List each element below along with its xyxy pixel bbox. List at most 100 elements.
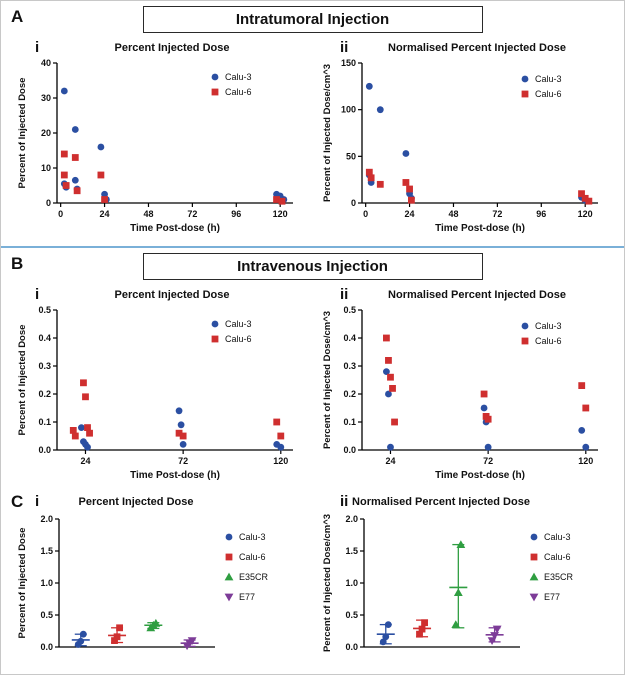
scatter-chart-b-ii: 24 72 120 0.0 0.1 0.2 0.3 0.4 0.5 Time Post-dose … bbox=[322, 305, 598, 481]
panel-c: C i Percent Injected Dose 0.0 0.5 1.0 1.5 2.… bbox=[1, 492, 624, 661]
svg-text:24: 24 bbox=[100, 209, 110, 219]
svg-text:30: 30 bbox=[41, 93, 51, 103]
sublabel-b-i: i bbox=[35, 286, 40, 303]
chart-title-a-ii: Normalised Percent Injected Dose bbox=[388, 42, 566, 54]
svg-text:Calu-3: Calu-3 bbox=[225, 72, 252, 82]
panel-c-label: C bbox=[11, 492, 24, 511]
svg-text:0.5: 0.5 bbox=[38, 305, 51, 315]
svg-text:2.0: 2.0 bbox=[40, 514, 53, 524]
svg-text:0.0: 0.0 bbox=[40, 642, 53, 652]
svg-text:Time Post-dose (h): Time Post-dose (h) bbox=[435, 223, 525, 234]
svg-text:0.3: 0.3 bbox=[38, 361, 51, 371]
svg-text:Percent of Injected Dose/cm^3: Percent of Injected Dose/cm^3 bbox=[322, 64, 333, 202]
svg-text:Time Post-dose (h): Time Post-dose (h) bbox=[130, 470, 220, 481]
svg-text:0: 0 bbox=[58, 209, 63, 219]
svg-text:50: 50 bbox=[346, 151, 356, 161]
svg-text:1.5: 1.5 bbox=[345, 546, 358, 556]
svg-text:E35CR: E35CR bbox=[239, 572, 269, 582]
svg-text:24: 24 bbox=[405, 209, 415, 219]
svg-text:0.5: 0.5 bbox=[345, 610, 358, 620]
panel-b-label: B bbox=[11, 254, 24, 273]
svg-text:20: 20 bbox=[41, 128, 51, 138]
svg-text:0.0: 0.0 bbox=[343, 445, 356, 455]
svg-text:0: 0 bbox=[363, 209, 368, 219]
svg-text:Percent of Injected Dose: Percent of Injected Dose bbox=[17, 325, 28, 436]
chart-title-b-i: Percent Injected Dose bbox=[114, 289, 230, 301]
svg-text:Calu-3: Calu-3 bbox=[544, 532, 571, 542]
svg-text:72: 72 bbox=[483, 456, 493, 466]
svg-text:1.0: 1.0 bbox=[40, 578, 53, 588]
svg-text:120: 120 bbox=[578, 456, 593, 466]
panel-a-header: A Intratumoral Injection bbox=[1, 6, 624, 38]
panel-a-title-box: Intratumoral Injection bbox=[142, 6, 483, 33]
chart-block-c-ii: ii Normalised Percent Injected Dose 0.0 0… bbox=[314, 493, 616, 661]
svg-text:Calu-6: Calu-6 bbox=[239, 552, 266, 562]
svg-text:0.2: 0.2 bbox=[343, 389, 356, 399]
svg-text:Calu-3: Calu-3 bbox=[535, 74, 562, 84]
svg-text:E77: E77 bbox=[239, 592, 255, 602]
chart-title-b-ii: Normalised Percent Injected Dose bbox=[388, 289, 566, 301]
svg-text:120: 120 bbox=[273, 209, 288, 219]
svg-text:E77: E77 bbox=[544, 592, 560, 602]
panel-b-title-box: Intravenous Injection bbox=[142, 253, 483, 280]
svg-text:72: 72 bbox=[492, 209, 502, 219]
scatter-chart-c-i: 0.0 0.5 1.0 1.5 2.0 Percent of Injected Dose C… bbox=[17, 514, 269, 652]
svg-text:Calu-3: Calu-3 bbox=[225, 319, 252, 329]
svg-text:0.4: 0.4 bbox=[38, 333, 51, 343]
svg-text:0.0: 0.0 bbox=[345, 642, 358, 652]
svg-text:0.5: 0.5 bbox=[40, 610, 53, 620]
scatter-chart-b-i: 24 72 120 0.0 0.1 0.2 0.3 0.4 0.5 Time Post-dose … bbox=[17, 305, 293, 481]
svg-text:0.4: 0.4 bbox=[343, 333, 356, 343]
svg-text:0.1: 0.1 bbox=[343, 417, 356, 427]
panel-b-header: B Intravenous Injection bbox=[1, 253, 624, 285]
svg-text:100: 100 bbox=[341, 105, 356, 115]
svg-text:0.2: 0.2 bbox=[38, 389, 51, 399]
sublabel-c-ii: ii bbox=[340, 493, 349, 510]
svg-text:0.0: 0.0 bbox=[38, 445, 51, 455]
svg-text:Time Post-dose (h): Time Post-dose (h) bbox=[130, 223, 220, 234]
panel-separator-line bbox=[1, 246, 624, 248]
svg-text:Calu-6: Calu-6 bbox=[225, 334, 252, 344]
svg-text:48: 48 bbox=[448, 209, 458, 219]
sublabel-a-ii: ii bbox=[340, 39, 349, 56]
svg-text:120: 120 bbox=[578, 209, 593, 219]
svg-text:48: 48 bbox=[143, 209, 153, 219]
chart-block-a-i: i Percent Injected Dose 0 24 48 72 96 120 0 10 2… bbox=[9, 39, 311, 239]
svg-text:Calu-6: Calu-6 bbox=[225, 87, 252, 97]
svg-text:0.1: 0.1 bbox=[38, 417, 51, 427]
svg-text:24: 24 bbox=[385, 456, 395, 466]
svg-text:24: 24 bbox=[80, 456, 90, 466]
sublabel-a-i: i bbox=[35, 39, 40, 56]
svg-text:0: 0 bbox=[351, 198, 356, 208]
chart-block-b-ii: ii Normalised Percent Injected Dose 24 72… bbox=[314, 286, 616, 486]
panel-c-charts-row: C i Percent Injected Dose 0.0 0.5 1.0 1.5 2.… bbox=[1, 492, 624, 661]
svg-text:Percent of Injected Dose/cm^3: Percent of Injected Dose/cm^3 bbox=[322, 514, 333, 652]
svg-text:Calu-6: Calu-6 bbox=[535, 89, 562, 99]
scatter-chart-a-i: 0 24 48 72 96 120 0 10 20 30 40 Time Post-dose (h) P… bbox=[17, 58, 293, 234]
svg-text:96: 96 bbox=[231, 209, 241, 219]
svg-text:0.3: 0.3 bbox=[343, 361, 356, 371]
svg-text:Calu-6: Calu-6 bbox=[544, 552, 571, 562]
panel-a-label: A bbox=[11, 7, 24, 26]
svg-text:2.0: 2.0 bbox=[345, 514, 358, 524]
svg-text:Percent of Injected Dose/cm^3: Percent of Injected Dose/cm^3 bbox=[322, 311, 333, 449]
chart-block-b-i: i Percent Injected Dose 24 72 120 0.0 0.1 0.2… bbox=[9, 286, 311, 486]
scatter-chart-a-ii: 0 24 48 72 96 120 0 50 100 150 Time Post-dose (h) P… bbox=[322, 58, 598, 234]
scatter-chart-c-ii: 0.0 0.5 1.0 1.5 2.0 Percent of Injected Dose/… bbox=[322, 514, 574, 652]
chart-title-c-i: Percent Injected Dose bbox=[78, 496, 194, 508]
panel-b-charts-row: i Percent Injected Dose 24 72 120 0.0 0.1 0.2… bbox=[1, 286, 624, 486]
chart-block-c-i: C i Percent Injected Dose 0.0 0.5 1.0 1.5 2.… bbox=[9, 492, 311, 661]
svg-text:Time Post-dose (h): Time Post-dose (h) bbox=[435, 470, 525, 481]
panel-b: B Intravenous Injection i Percent Inject… bbox=[1, 253, 624, 486]
svg-text:72: 72 bbox=[178, 456, 188, 466]
svg-text:Calu-6: Calu-6 bbox=[535, 336, 562, 346]
sublabel-b-ii: ii bbox=[340, 286, 349, 303]
svg-text:E35CR: E35CR bbox=[544, 572, 574, 582]
svg-text:Calu-3: Calu-3 bbox=[239, 532, 266, 542]
svg-text:40: 40 bbox=[41, 58, 51, 68]
svg-text:0: 0 bbox=[46, 198, 51, 208]
chart-block-a-ii: ii Normalised Percent Injected Dose 0 24 4… bbox=[314, 39, 616, 239]
svg-text:0.5: 0.5 bbox=[343, 305, 356, 315]
svg-text:Percent of Injected Dose: Percent of Injected Dose bbox=[17, 78, 28, 189]
